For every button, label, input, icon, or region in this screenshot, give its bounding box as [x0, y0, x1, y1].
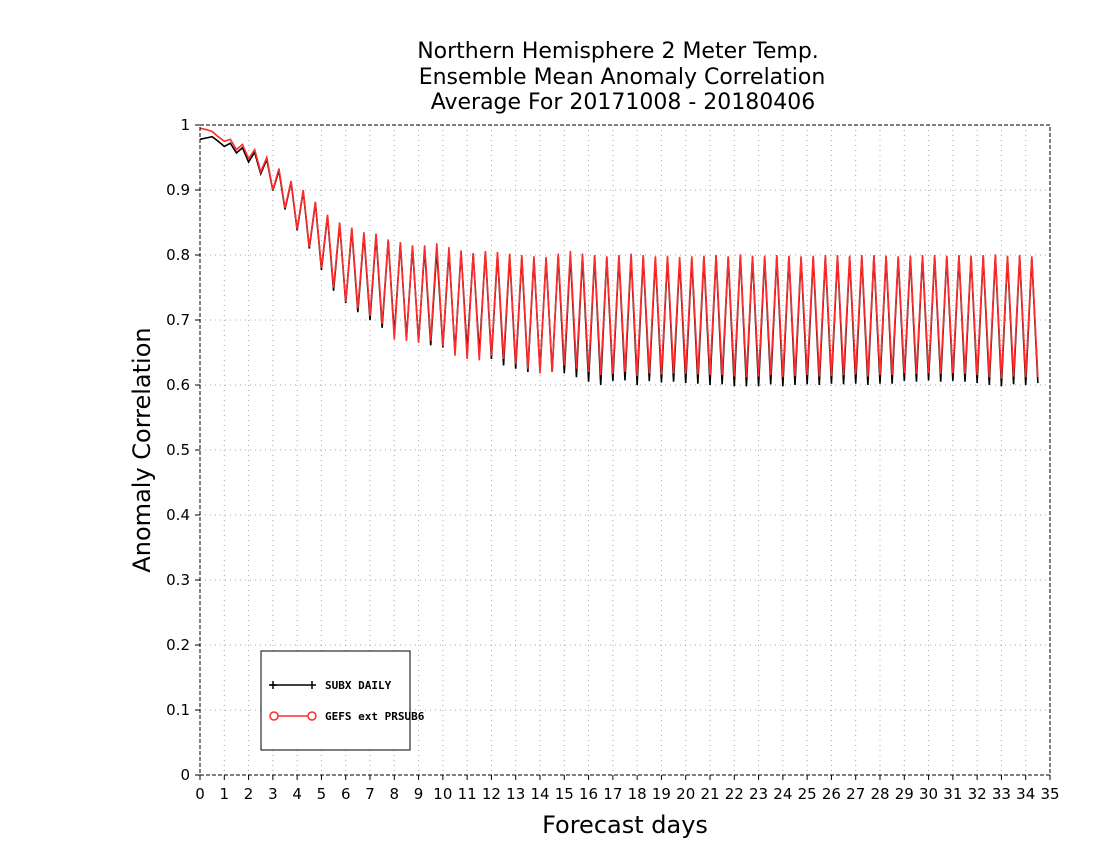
x-tick-label: 22 [725, 785, 744, 803]
title-line-1: Northern Hemisphere 2 Meter Temp. [417, 39, 819, 64]
x-tick-label: 1 [220, 785, 230, 803]
x-tick-label: 18 [628, 785, 647, 803]
y-tick-label: 0.8 [166, 246, 190, 264]
x-tick-label: 17 [603, 785, 622, 803]
legend-box [260, 650, 411, 751]
y-tick-label: 0.5 [166, 441, 190, 459]
y-tick-label: 1 [180, 116, 190, 134]
x-tick-label: 20 [676, 785, 695, 803]
x-tick-label: 12 [482, 785, 501, 803]
series-line-gefs-ext [199, 127, 1039, 379]
x-tick-label: 7 [365, 785, 375, 803]
y-tick-label: 0.2 [166, 636, 190, 654]
x-tick-label: 27 [846, 785, 865, 803]
x-tick-label: 21 [700, 785, 719, 803]
y-tick-label: 0.6 [166, 376, 190, 394]
legend-label-gefs: GEFS ext PRSUB6 [325, 710, 425, 723]
title-line-3: Average For 20171008 - 20180406 [431, 90, 816, 115]
legend-label-subx: SUBX DAILY [325, 679, 392, 692]
x-tick-label: 13 [506, 785, 525, 803]
x-tick-label: 10 [433, 785, 452, 803]
x-tick-label: 9 [414, 785, 424, 803]
legend-marker-gefs-right [307, 711, 317, 721]
x-tick-label: 34 [1016, 785, 1035, 803]
grid [200, 125, 1050, 775]
x-tick-label: 33 [992, 785, 1011, 803]
x-tick-label: 11 [458, 785, 477, 803]
series-layer [199, 127, 1039, 387]
title-line-2: Ensemble Mean Anomaly Correlation [419, 65, 826, 90]
x-tick-label: 19 [652, 785, 671, 803]
x-tick-label: 28 [870, 785, 889, 803]
x-tick-label: 4 [292, 785, 302, 803]
x-tick-label: 15 [555, 785, 574, 803]
x-axis-label: Forecast days [542, 811, 708, 839]
x-tick-label: 5 [317, 785, 327, 803]
x-tick-label: 30 [919, 785, 938, 803]
legend: SUBX DAILY GEFS ext PRSUB6 [260, 650, 425, 751]
x-tick-label: 29 [895, 785, 914, 803]
x-tick-label: 14 [530, 785, 549, 803]
x-tick-label: 3 [268, 785, 278, 803]
chart-title: Northern Hemisphere 2 Meter Temp. Ensemb… [417, 39, 825, 115]
x-tick-label: 32 [968, 785, 987, 803]
x-axis-ticks: 0 1 2 3 4 5 6 7 8 9 10 11 12 13 14 15 16 17 18 19 20 21 22 23 24… [195, 775, 1060, 803]
y-tick-label: 0.9 [166, 181, 190, 199]
y-tick-label: 0 [180, 766, 190, 784]
y-tick-label: 0.4 [166, 506, 190, 524]
x-tick-label: 6 [341, 785, 351, 803]
x-tick-label: 25 [798, 785, 817, 803]
x-tick-label: 2 [244, 785, 254, 803]
x-tick-label: 23 [749, 785, 768, 803]
x-tick-label: 35 [1040, 785, 1059, 803]
y-tick-label: 0.1 [166, 701, 190, 719]
x-tick-label: 0 [195, 785, 205, 803]
x-tick-label: 24 [773, 785, 792, 803]
y-axis-ticks: 0 0.1 0.2 0.3 0.4 0.5 0.6 0.7 0.8 0.9 1 [166, 116, 200, 784]
y-tick-label: 0.3 [166, 571, 190, 589]
legend-marker-gefs-left [269, 711, 279, 721]
y-tick-label: 0.7 [166, 311, 190, 329]
x-tick-label: 8 [390, 785, 400, 803]
x-tick-label: 26 [822, 785, 841, 803]
y-axis-label: Anomaly Correlation [128, 327, 156, 572]
x-tick-label: 31 [943, 785, 962, 803]
x-tick-label: 16 [579, 785, 598, 803]
